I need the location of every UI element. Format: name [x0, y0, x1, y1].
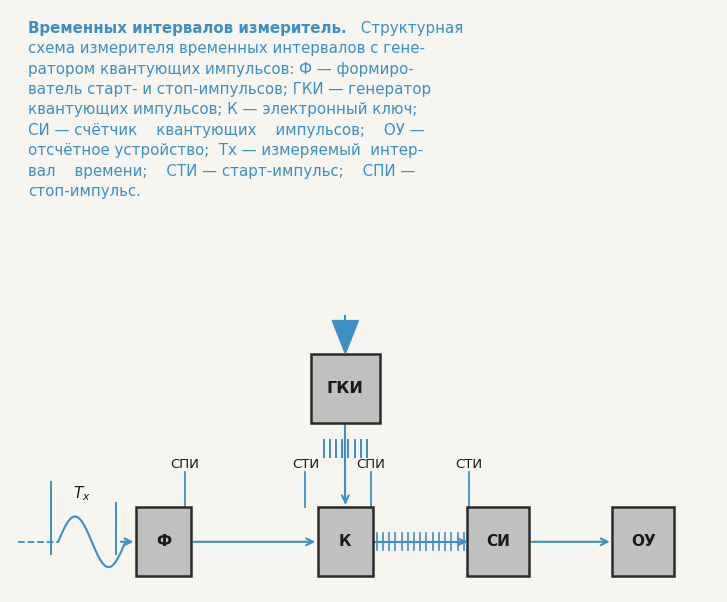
Text: СИ — счётчик    квантующих    импульсов;    ОУ —: СИ — счётчик квантующих импульсов; ОУ —	[28, 123, 425, 138]
Polygon shape	[332, 320, 358, 354]
Text: схема измерителя временных интервалов с гене-: схема измерителя временных интервалов с …	[28, 42, 425, 57]
Text: СПИ: СПИ	[356, 458, 385, 471]
Text: СПИ: СПИ	[170, 458, 199, 471]
FancyBboxPatch shape	[311, 354, 379, 423]
Text: Временных интервалов измеритель.: Временных интервалов измеритель.	[28, 21, 346, 36]
Text: СТИ: СТИ	[455, 458, 483, 471]
Text: СИ: СИ	[486, 535, 510, 549]
Text: ватель старт- и стоп-импульсов; ГКИ — генератор: ватель старт- и стоп-импульсов; ГКИ — ге…	[28, 82, 431, 97]
FancyBboxPatch shape	[467, 507, 529, 577]
FancyBboxPatch shape	[137, 507, 190, 577]
Text: отсчётное устройство;  Тx — измеряемый  интер-: отсчётное устройство; Тx — измеряемый ин…	[28, 143, 423, 158]
Text: вал    времени;    СТИ — старт-импульс;    СПИ —: вал времени; СТИ — старт-импульс; СПИ —	[28, 164, 415, 179]
FancyBboxPatch shape	[318, 507, 372, 577]
Text: Ф: Ф	[156, 535, 171, 549]
Text: Структурная: Структурная	[356, 21, 464, 36]
Text: $T_x$: $T_x$	[73, 484, 91, 503]
Text: ратором квантующих импульсов: Ф — формиро-: ратором квантующих импульсов: Ф — формир…	[28, 62, 414, 77]
Text: ОУ: ОУ	[631, 535, 656, 549]
Text: К: К	[339, 535, 352, 549]
FancyBboxPatch shape	[613, 507, 675, 577]
Text: стоп-импульс.: стоп-импульс.	[28, 184, 140, 199]
Text: СТИ: СТИ	[292, 458, 319, 471]
Text: квантующих импульсов; К — электронный ключ;: квантующих импульсов; К — электронный кл…	[28, 102, 417, 117]
Text: ГКИ: ГКИ	[327, 381, 364, 396]
